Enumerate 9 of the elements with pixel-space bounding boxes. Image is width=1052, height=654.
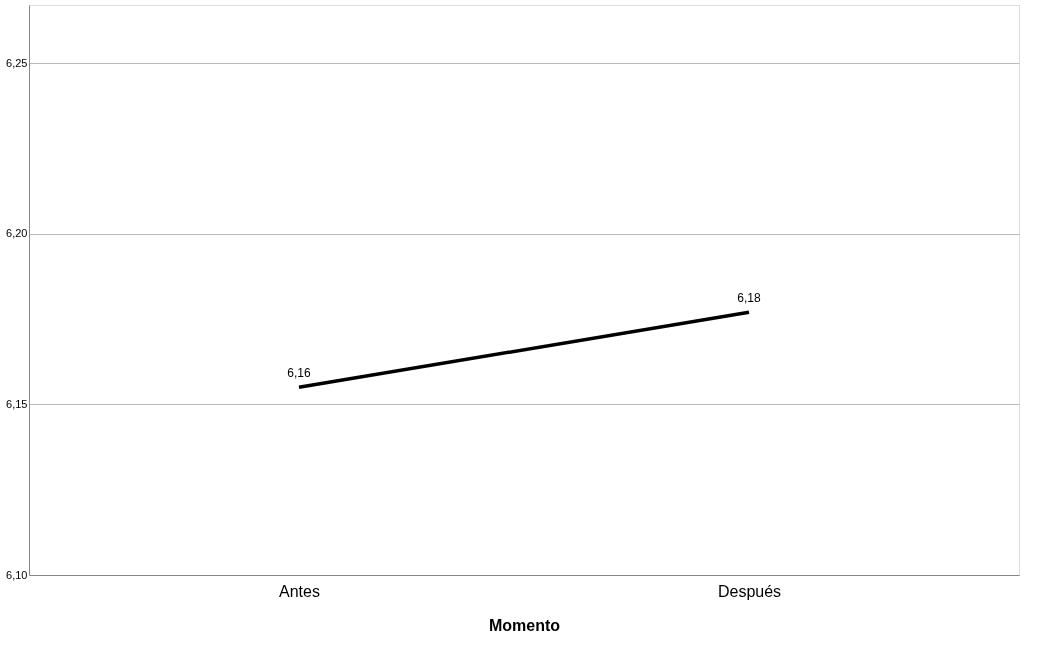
y-tick-label: 6,15	[6, 397, 28, 410]
y-tick-label: 6,10	[6, 568, 28, 581]
x-tick-label: Antes	[279, 582, 320, 600]
y-tick-label: 6,20	[6, 227, 28, 240]
text: 6,18	[737, 291, 761, 306]
y-tick-label: 6,25	[6, 56, 28, 69]
x-axis-title: Momento	[488, 616, 561, 634]
text: 6,16	[287, 366, 311, 381]
x-tick-label: Después	[717, 582, 782, 600]
